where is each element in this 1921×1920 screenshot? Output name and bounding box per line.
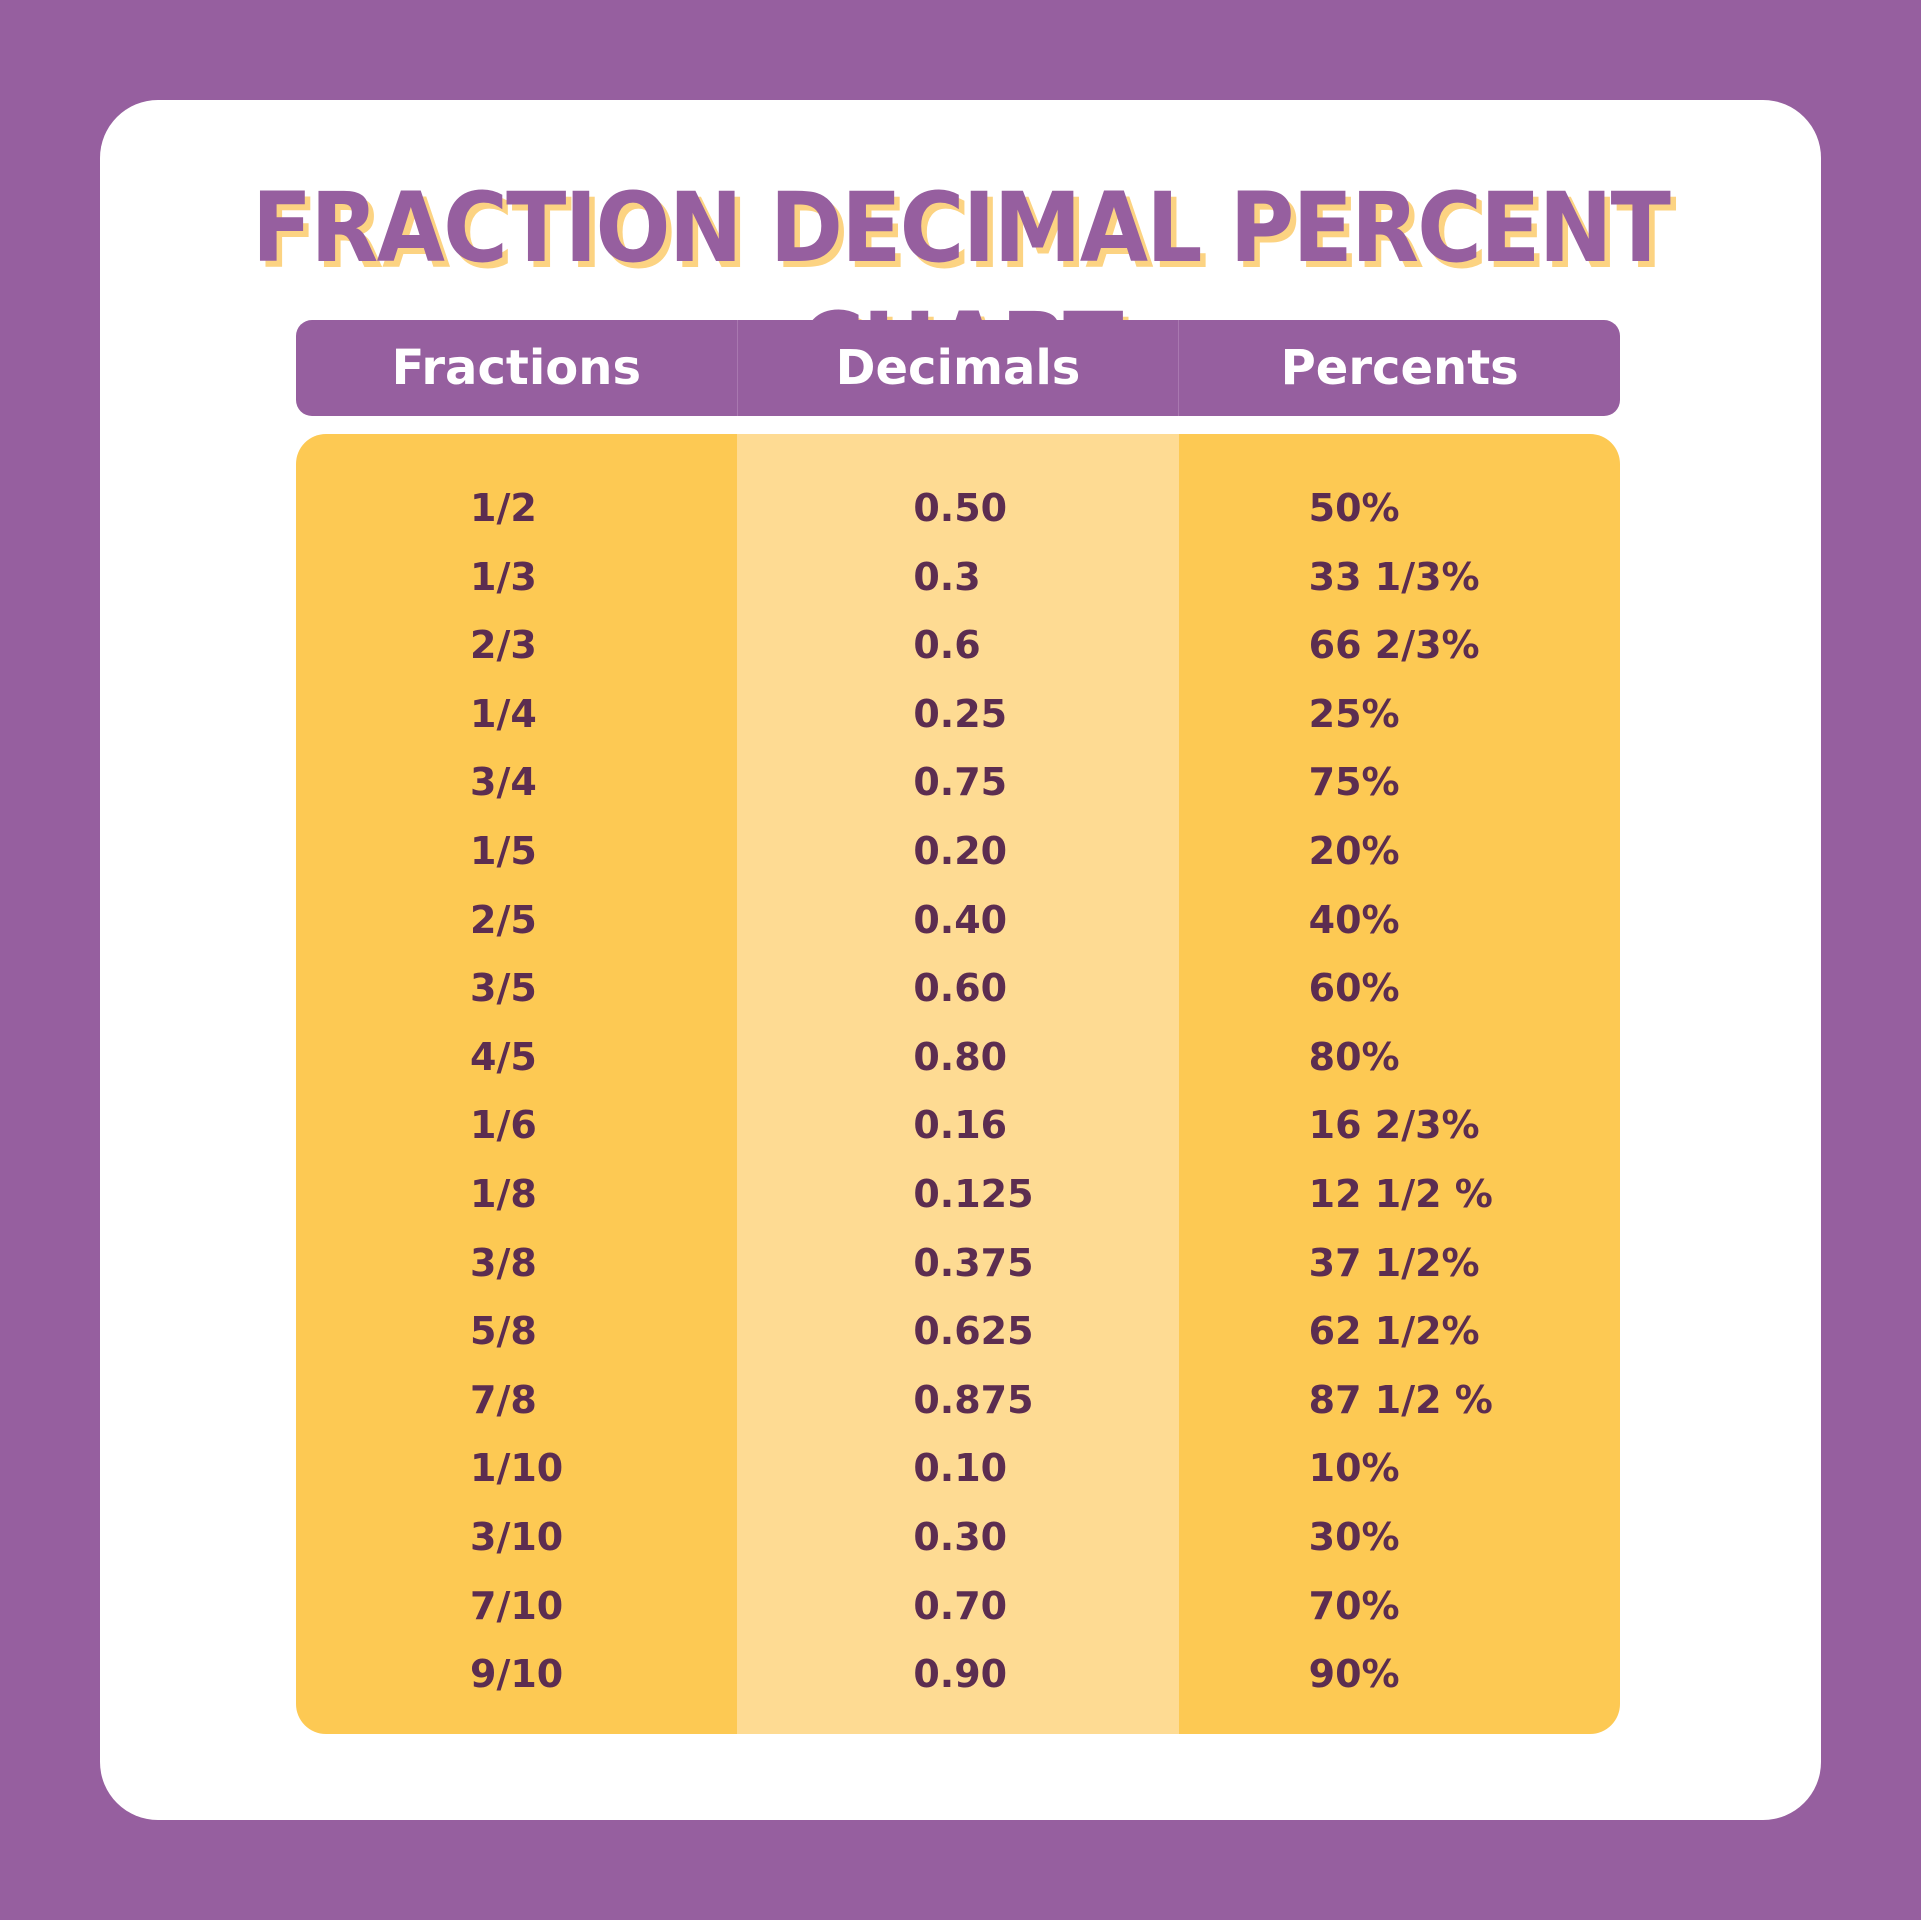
fraction-cell: 3/5 — [470, 966, 537, 1011]
decimal-cell: 0.60 — [913, 966, 1008, 1011]
fractions-column: 1/2 1/3 2/3 1/4 3/4 1/5 2/5 3/5 4/5 1/6 1/8 3/8 5/8 7… — [296, 434, 738, 1734]
fraction-cell: 1/4 — [470, 691, 537, 736]
percent-cell: 90% — [1308, 1652, 1400, 1697]
decimal-cell: 0.16 — [913, 1103, 1008, 1148]
fraction-cell: 2/3 — [470, 623, 537, 668]
decimal-cell: 0.20 — [913, 828, 1008, 873]
fraction-cell: 1/6 — [470, 1103, 537, 1148]
percent-cell: 10% — [1308, 1446, 1400, 1491]
percent-cell: 25% — [1308, 691, 1400, 736]
percent-cell: 60% — [1308, 966, 1400, 1011]
decimal-cell: 0.6 — [913, 623, 981, 668]
percent-cell: 37 1/2% — [1308, 1240, 1480, 1285]
decimal-cell: 0.3 — [913, 554, 981, 599]
page-title: FRACTION DECIMAL PERCENT CHART — [251, 172, 1671, 404]
fraction-cell: 9/10 — [470, 1652, 564, 1697]
decimal-cell: 0.10 — [913, 1446, 1008, 1491]
fraction-cell: 1/5 — [470, 828, 537, 873]
percent-cell: 40% — [1308, 897, 1400, 942]
decimal-cell: 0.75 — [913, 760, 1008, 805]
header-percents: Percents — [1178, 320, 1620, 416]
fraction-cell: 3/8 — [470, 1240, 537, 1285]
header-decimals: Decimals — [736, 320, 1179, 416]
decimal-cell: 0.40 — [913, 897, 1008, 942]
decimal-cell: 0.70 — [913, 1583, 1008, 1628]
fraction-cell: 1/10 — [470, 1446, 564, 1491]
decimal-cell: 0.30 — [913, 1514, 1008, 1559]
percent-cell: 70% — [1308, 1583, 1400, 1628]
decimal-cell: 0.50 — [913, 486, 1008, 530]
fraction-cell: 1/2 — [470, 486, 537, 530]
decimal-cell: 0.625 — [913, 1309, 1034, 1354]
decimal-cell: 0.875 — [913, 1377, 1034, 1422]
fraction-cell: 5/8 — [470, 1309, 537, 1354]
fraction-cell: 7/10 — [470, 1583, 564, 1628]
fraction-cell: 3/10 — [470, 1514, 564, 1559]
percent-cell: 87 1/2 % — [1308, 1377, 1493, 1422]
table-header: Fractions Decimals Percents — [296, 320, 1620, 416]
percent-cell: 30% — [1308, 1514, 1400, 1559]
table-body: 1/2 1/3 2/3 1/4 3/4 1/5 2/5 3/5 4/5 1/6 1/8 3/8 5/8 7… — [296, 434, 1620, 1734]
fraction-cell: 2/5 — [470, 897, 537, 942]
percent-cell: 16 2/3% — [1308, 1103, 1480, 1148]
fraction-cell: 7/8 — [470, 1377, 537, 1422]
fraction-cell: 1/8 — [470, 1171, 537, 1216]
decimal-cell: 0.125 — [913, 1171, 1034, 1216]
decimal-cell: 0.80 — [913, 1034, 1008, 1079]
decimal-cell: 0.25 — [913, 691, 1008, 736]
percent-cell: 80% — [1308, 1034, 1400, 1079]
decimal-cell: 0.90 — [913, 1652, 1008, 1697]
decimals-column: 0.50 0.3 0.6 0.25 0.75 0.20 0.40 0.60 0.80 0.16 0.… — [737, 434, 1179, 1734]
percent-cell: 33 1/3% — [1308, 554, 1480, 599]
percent-cell: 62 1/2% — [1308, 1309, 1480, 1354]
header-fractions: Fractions — [391, 340, 642, 396]
percents-column: 50% 33 1/3% 66 2/3% 25% 75% 20% 40% 60% 80% 16 2/… — [1178, 434, 1620, 1734]
fraction-cell: 4/5 — [470, 1034, 537, 1079]
percent-cell: 12 1/2 % — [1308, 1171, 1493, 1216]
percent-cell: 66 2/3% — [1308, 623, 1480, 668]
percent-cell: 50% — [1308, 486, 1400, 530]
percent-cell: 20% — [1308, 828, 1400, 873]
decimal-cell: 0.375 — [913, 1240, 1034, 1285]
fraction-cell: 1/3 — [470, 554, 537, 599]
fraction-cell: 3/4 — [470, 760, 537, 805]
percent-cell: 75% — [1308, 760, 1400, 805]
